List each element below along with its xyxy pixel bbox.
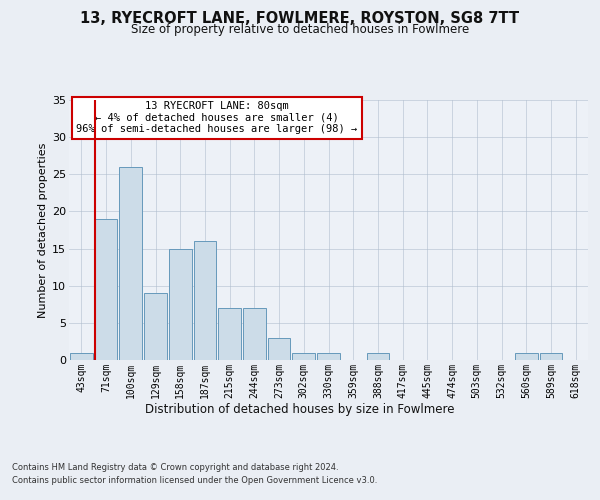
- Text: Contains public sector information licensed under the Open Government Licence v3: Contains public sector information licen…: [12, 476, 377, 485]
- Bar: [70, 352, 93, 360]
- Text: 13 RYECROFT LANE: 80sqm
← 4% of detached houses are smaller (4)
96% of semi-deta: 13 RYECROFT LANE: 80sqm ← 4% of detached…: [76, 102, 358, 134]
- Bar: [194, 241, 216, 360]
- Bar: [539, 352, 562, 360]
- Bar: [317, 352, 340, 360]
- Text: Distribution of detached houses by size in Fowlmere: Distribution of detached houses by size …: [145, 402, 455, 415]
- Y-axis label: Number of detached properties: Number of detached properties: [38, 142, 48, 318]
- Text: 13, RYECROFT LANE, FOWLMERE, ROYSTON, SG8 7TT: 13, RYECROFT LANE, FOWLMERE, ROYSTON, SG…: [80, 11, 520, 26]
- Bar: [95, 219, 118, 360]
- Bar: [218, 308, 241, 360]
- Bar: [169, 248, 191, 360]
- Bar: [119, 167, 142, 360]
- Bar: [243, 308, 266, 360]
- Bar: [292, 352, 315, 360]
- Text: Size of property relative to detached houses in Fowlmere: Size of property relative to detached ho…: [131, 24, 469, 36]
- Text: Contains HM Land Registry data © Crown copyright and database right 2024.: Contains HM Land Registry data © Crown c…: [12, 462, 338, 471]
- Bar: [144, 293, 167, 360]
- Bar: [268, 338, 290, 360]
- Bar: [515, 352, 538, 360]
- Bar: [367, 352, 389, 360]
